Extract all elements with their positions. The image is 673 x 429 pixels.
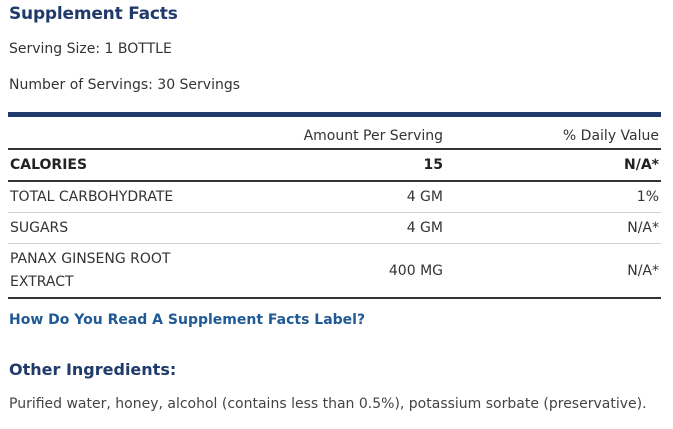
other-ingredients-heading: Other Ingredients:: [9, 360, 177, 379]
nutrient-amount: 15: [423, 157, 443, 173]
number-of-servings: Number of Servings: 30 Servings: [9, 77, 241, 93]
other-ingredients-text: Purified water, honey, alcohol (contains…: [9, 396, 647, 412]
nutrient-amount: 4 GM: [406, 189, 443, 205]
nutrient-daily-value: N/A*: [624, 157, 659, 173]
nutrient-daily-value: N/A*: [627, 262, 659, 279]
nutrient-name: CALORIES: [10, 156, 88, 173]
table-header-row: Amount Per Serving % Daily Value: [8, 117, 661, 150]
table-row: SUGARS 4 GM N/A*: [8, 213, 661, 244]
nutrient-amount: 4 GM: [406, 220, 443, 236]
table-row: PANAX GINSENG ROOT EXTRACT 400 MG N/A*: [8, 244, 661, 297]
nutrient-name: TOTAL CARBOHYDRATE: [10, 188, 174, 205]
nutrient-amount: 400 MG: [388, 262, 443, 279]
table-row: TOTAL CARBOHYDRATE 4 GM 1%: [8, 182, 661, 213]
nutrient-daily-value: N/A*: [627, 220, 659, 236]
nutrient-name: PANAX GINSENG ROOT EXTRACT: [10, 250, 171, 290]
serving-size: Serving Size: 1 BOTTLE: [9, 41, 172, 57]
nutrient-name: SUGARS: [10, 219, 69, 236]
page-title: Supplement Facts: [9, 4, 178, 24]
header-amount-per-serving: Amount Per Serving: [303, 128, 443, 144]
nutrient-daily-value: 1%: [636, 189, 659, 205]
header-daily-value: % Daily Value: [562, 128, 659, 144]
table-row: CALORIES 15 N/A*: [8, 150, 661, 182]
supplement-facts-help-link[interactable]: How Do You Read A Supplement Facts Label…: [9, 312, 366, 328]
supplement-facts-table: Amount Per Serving % Daily Value CALORIE…: [8, 112, 661, 299]
